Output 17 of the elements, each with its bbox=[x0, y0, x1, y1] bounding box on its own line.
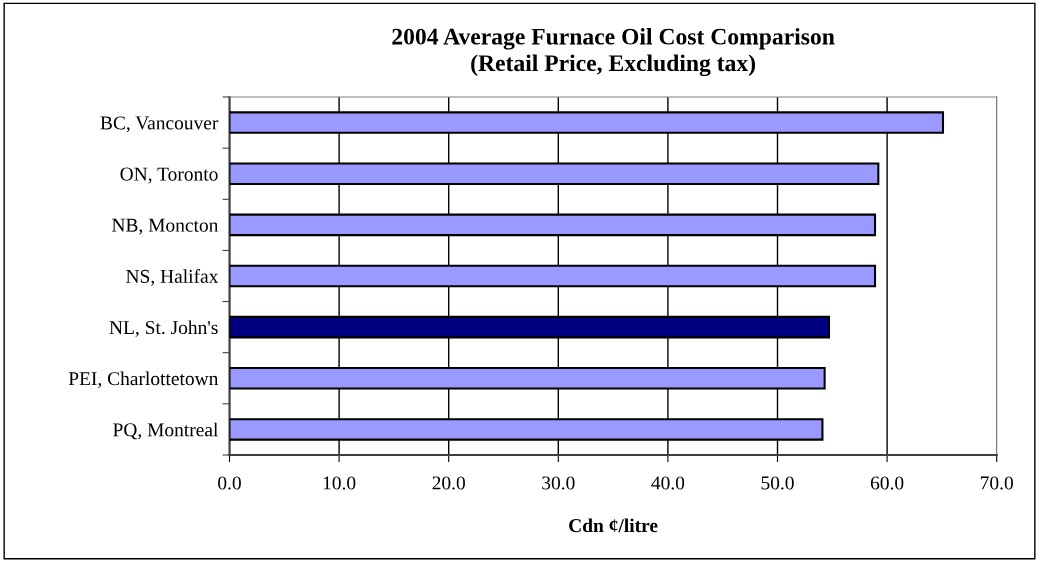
y-tick-label: ON, Toronto bbox=[120, 167, 218, 184]
x-tick-label: 20.0 bbox=[432, 476, 465, 490]
x-tick-label: 50.0 bbox=[761, 476, 794, 490]
x-tick-label: 40.0 bbox=[651, 476, 685, 490]
x-tick-label: 60.0 bbox=[870, 476, 904, 490]
chart-title: 2004 Average Furnace Oil Cost Comparison (Retail Price, Excluding tax) bbox=[392, 28, 835, 77]
y-tick-label: NL, St. John's bbox=[109, 320, 218, 337]
y-tick-label: NB, Moncton bbox=[112, 218, 219, 235]
y-tick-label: PEI, Charlottetown bbox=[68, 371, 219, 389]
y-tick-label: NS, Halifax bbox=[126, 269, 219, 286]
x-tick-label: 0.0 bbox=[218, 476, 241, 490]
y-tick-label: PQ, Montreal bbox=[113, 422, 218, 440]
x-tick-label: 70.0 bbox=[980, 476, 1013, 490]
x-tick-label: 10.0 bbox=[323, 476, 356, 490]
x-tick-label: 30.0 bbox=[542, 476, 575, 490]
y-tick-label: BC, Vancouver bbox=[100, 116, 219, 133]
x-axis-title: Cdn ¢/litre bbox=[569, 518, 658, 533]
